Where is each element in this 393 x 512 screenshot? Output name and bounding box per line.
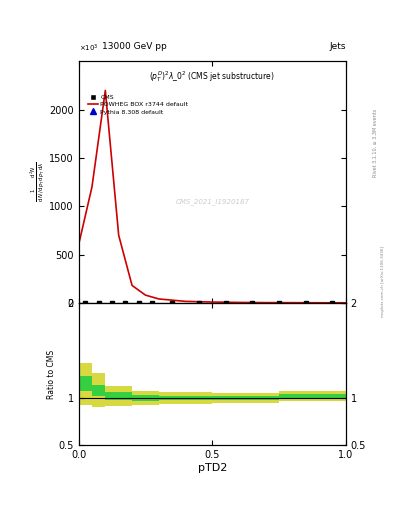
Y-axis label: $\frac{1}{\,\mathrm{d}N\,/\,\mathrm{d}p_\mathrm{T}}\frac{\mathrm{d}^2 N}{\mathrm: $\frac{1}{\,\mathrm{d}N\,/\,\mathrm{d}p_… [28,162,46,202]
Text: mcplots.cern.ch [arXiv:1306.3436]: mcplots.cern.ch [arXiv:1306.3436] [381,246,385,317]
Text: 13000 GeV pp: 13000 GeV pp [102,42,167,51]
Text: $\times 10^3$: $\times 10^3$ [79,42,98,54]
Text: Jets: Jets [329,42,346,51]
Y-axis label: Ratio to CMS: Ratio to CMS [47,350,55,399]
Text: CMS_2021_I1920187: CMS_2021_I1920187 [175,198,249,205]
Text: Rivet 3.1.10, ≥ 3.3M events: Rivet 3.1.10, ≥ 3.3M events [373,109,378,178]
Legend: CMS, POWHEG BOX r3744 default, Pythia 8.308 default: CMS, POWHEG BOX r3744 default, Pythia 8.… [87,94,189,116]
X-axis label: pTD2: pTD2 [198,463,227,473]
Text: $(p_T^D)^2\lambda\_0^2$ (CMS jet substructure): $(p_T^D)^2\lambda\_0^2$ (CMS jet substru… [149,69,275,83]
